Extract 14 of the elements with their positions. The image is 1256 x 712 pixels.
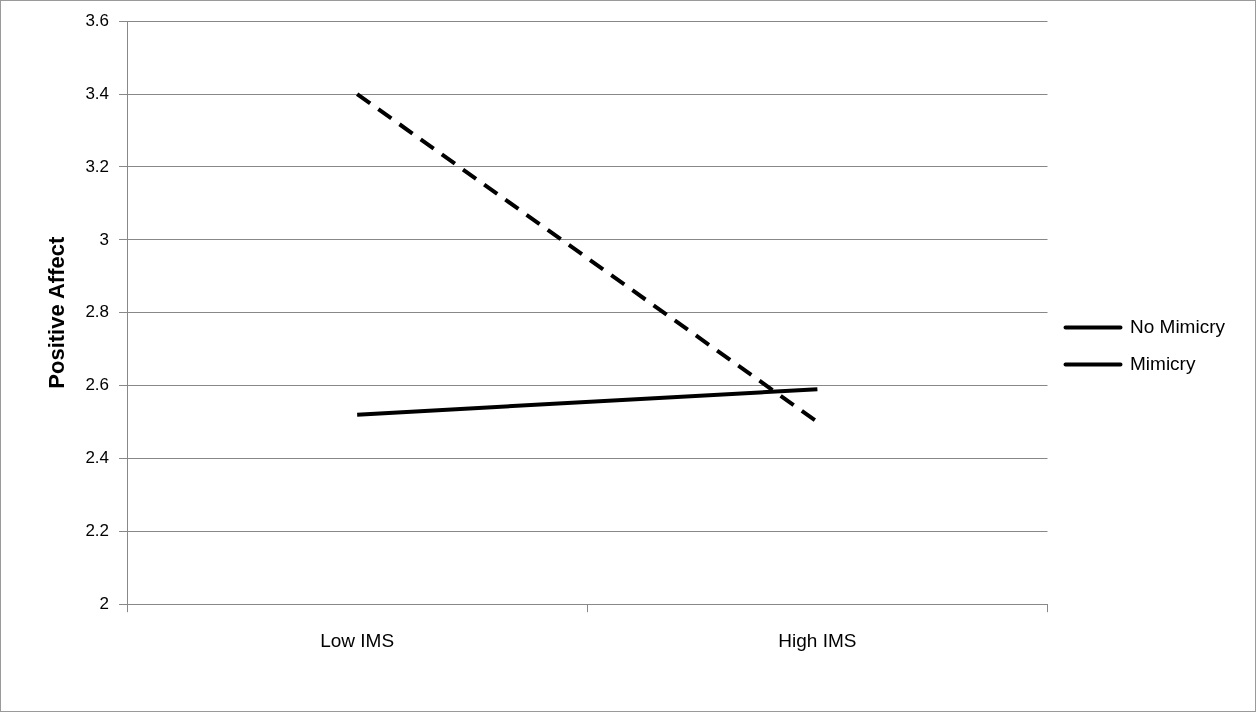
y-tick-label: 2.2 (85, 521, 110, 541)
y-tick-label: 2.4 (85, 448, 110, 468)
y-tick-label: 2.6 (85, 375, 110, 395)
y-tick-label: 3.6 (85, 10, 110, 30)
y-tick-label: 3.4 (85, 83, 110, 103)
y-tick-label: 3 (99, 229, 110, 249)
y-tick-label: 2 (99, 593, 110, 613)
y-tick-label: 3.2 (85, 156, 110, 176)
legend-label: Mimicry (1130, 352, 1196, 374)
legend-label: No Mimicry (1130, 315, 1226, 337)
x-tick-label: Low IMS (320, 629, 395, 651)
y-tick-label: 2.8 (85, 302, 110, 322)
x-tick-label: High IMS (778, 629, 857, 651)
y-axis-title: Positive Affect (44, 236, 70, 389)
